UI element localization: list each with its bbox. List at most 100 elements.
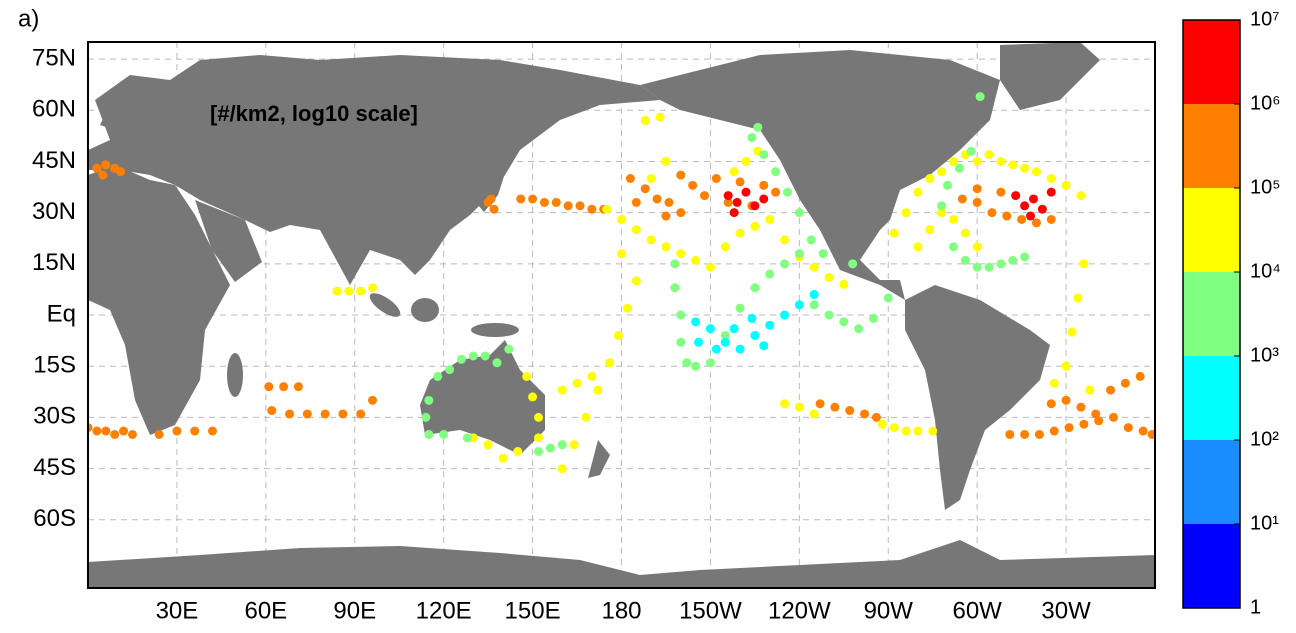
observation-dot	[780, 235, 790, 245]
observation-dot	[456, 354, 466, 364]
observation-dot	[705, 358, 715, 368]
observation-dot	[320, 409, 330, 419]
y-tick-label: 15S	[33, 352, 76, 379]
observation-dot	[937, 208, 947, 218]
colorbar-swatch	[1183, 524, 1240, 608]
observation-dot	[750, 330, 760, 340]
observation-dot	[759, 341, 769, 351]
observation-dot	[747, 133, 757, 143]
observation-dot	[492, 358, 502, 368]
observation-dot	[711, 174, 721, 183]
observation-dot	[614, 330, 624, 340]
observation-dot	[960, 255, 970, 265]
observation-dot	[794, 208, 804, 218]
observation-dot	[661, 156, 671, 166]
observation-dot	[735, 303, 745, 313]
observation-dot	[729, 324, 739, 334]
observation-dot	[88, 423, 93, 433]
observation-dot	[824, 272, 834, 282]
y-tick-label: 30N	[32, 198, 76, 225]
observation-dot	[190, 426, 200, 436]
observation-dot	[750, 201, 760, 211]
observation-dot	[794, 402, 804, 412]
observation-dot	[338, 409, 348, 419]
observation-dot	[1020, 163, 1030, 173]
observation-dot	[854, 324, 864, 334]
observation-dot	[528, 392, 538, 402]
observation-dot	[1026, 211, 1036, 221]
observation-dot	[101, 160, 111, 170]
observation-dot	[622, 303, 632, 313]
observation-dot	[954, 163, 964, 173]
x-tick-label: 60W	[952, 597, 1002, 624]
observation-dot	[809, 409, 819, 419]
observation-dot	[771, 187, 781, 197]
observation-dot	[975, 92, 985, 102]
observation-dot	[1011, 191, 1021, 201]
observation-dot	[780, 259, 790, 269]
observation-dot	[676, 208, 686, 218]
observation-dot	[996, 156, 1006, 166]
map-frame	[87, 41, 1156, 589]
observation-dot	[545, 443, 555, 453]
observation-dot	[1049, 426, 1059, 436]
observation-dot	[1031, 167, 1041, 177]
observation-dot	[1120, 378, 1130, 388]
observation-dot	[729, 167, 739, 177]
observation-dot	[765, 269, 775, 279]
observation-dot	[1106, 385, 1116, 395]
uk	[100, 100, 122, 130]
observation-dot	[575, 201, 585, 211]
observation-dot	[1046, 399, 1056, 409]
observation-dot	[871, 412, 881, 422]
observation-dot	[332, 286, 342, 296]
colorbar-tick-label: 10¹	[1250, 512, 1279, 534]
observation-dot	[735, 344, 745, 354]
observation-dot	[1064, 423, 1074, 433]
observation-dot	[1079, 419, 1089, 429]
observation-dot	[617, 214, 626, 224]
observation-dot	[676, 170, 686, 180]
observation-dot	[557, 464, 567, 474]
observation-dot	[780, 399, 790, 409]
observation-dot	[984, 150, 994, 160]
colorbar-swatch	[1183, 104, 1240, 188]
observation-dot	[771, 167, 781, 177]
observation-dot	[127, 429, 137, 439]
y-tick-label: 60S	[33, 505, 76, 532]
observation-dot	[498, 453, 508, 463]
south-america	[905, 285, 1050, 510]
observation-dot	[780, 310, 790, 320]
observation-dot	[759, 150, 769, 160]
x-tick-label: 120E	[416, 597, 472, 624]
observation-dot	[987, 208, 997, 218]
y-tick-label: Eq	[47, 300, 76, 327]
observation-dot	[948, 156, 958, 166]
observation-dot	[1076, 402, 1086, 412]
observation-dot	[557, 440, 567, 450]
observation-dot	[809, 290, 819, 300]
observation-dot	[691, 317, 701, 327]
observation-dot	[302, 409, 312, 419]
panel-label: a)	[18, 5, 39, 32]
observation-dot	[421, 412, 431, 422]
observation-dot	[845, 406, 855, 416]
observation-dot	[670, 283, 680, 293]
observation-dot	[735, 177, 745, 187]
observation-dot	[913, 426, 923, 436]
observation-dot	[534, 433, 544, 443]
y-tick-label: 60N	[32, 96, 76, 123]
observation-dot	[1020, 429, 1030, 439]
observation-dot	[937, 167, 947, 177]
observation-dot	[439, 429, 449, 439]
observation-dot	[913, 242, 923, 252]
observation-dot	[563, 201, 573, 211]
observation-dot	[646, 235, 656, 245]
north-america	[640, 50, 1000, 300]
observation-dot	[110, 429, 120, 439]
observation-dot	[424, 429, 434, 439]
observation-dot	[1061, 180, 1071, 190]
observation-dot	[960, 228, 970, 238]
